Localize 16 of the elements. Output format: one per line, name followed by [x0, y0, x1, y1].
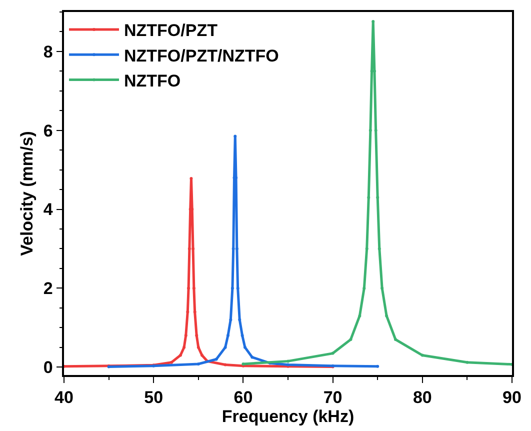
y-tick-label: 2	[43, 279, 53, 298]
y-tick-label: 8	[43, 42, 53, 62]
y-tick-label: 4	[43, 200, 54, 220]
x-tick-label: 70	[323, 388, 342, 408]
x-tick-label: 60	[234, 388, 253, 408]
x-tick-label: 80	[412, 388, 432, 408]
x-tick-label: 50	[144, 388, 164, 408]
legend-label: NZTFO/PZT/NZTFO	[124, 46, 279, 66]
y-axis-title: Velocity (mm/s)	[17, 131, 36, 256]
y-tick-label: 0	[43, 358, 53, 378]
x-axis-title: Frequency (kHz)	[222, 407, 354, 426]
legend-label: NZTFO	[124, 71, 181, 90]
x-tick-label: 40	[54, 388, 74, 408]
x-tick-label: 90	[502, 388, 522, 408]
legend-label: NZTFO/PZT	[124, 21, 218, 40]
y-tick-label: 6	[43, 121, 53, 140]
